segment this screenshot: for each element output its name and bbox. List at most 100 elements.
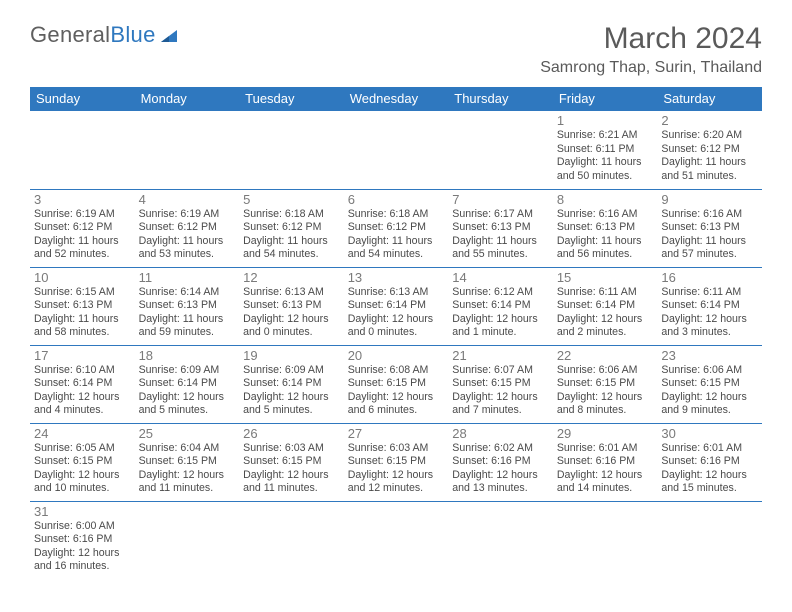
day-number: 13 [348,270,445,285]
sunrise-text: Sunrise: 6:11 AM [557,286,654,300]
calendar-cell [135,501,240,579]
sunrise-text: Sunrise: 6:01 AM [557,442,654,456]
sunrise-text: Sunrise: 6:08 AM [348,364,445,378]
calendar-cell: 10Sunrise: 6:15 AMSunset: 6:13 PMDayligh… [30,267,135,345]
daylight-text: Daylight: 12 hours and 0 minutes. [348,313,445,340]
day-number: 26 [243,426,340,441]
calendar-cell: 15Sunrise: 6:11 AMSunset: 6:14 PMDayligh… [553,267,658,345]
daylight-text: Daylight: 12 hours and 1 minute. [452,313,549,340]
daylight-text: Daylight: 11 hours and 52 minutes. [34,235,131,262]
day-info: Sunrise: 6:14 AMSunset: 6:13 PMDaylight:… [139,286,236,340]
calendar-cell: 28Sunrise: 6:02 AMSunset: 6:16 PMDayligh… [448,423,553,501]
day-info: Sunrise: 6:19 AMSunset: 6:12 PMDaylight:… [139,208,236,262]
sunrise-text: Sunrise: 6:06 AM [661,364,758,378]
sunrise-text: Sunrise: 6:01 AM [661,442,758,456]
day-number: 7 [452,192,549,207]
daylight-text: Daylight: 11 hours and 57 minutes. [661,235,758,262]
sunset-text: Sunset: 6:15 PM [34,455,131,469]
daylight-text: Daylight: 11 hours and 50 minutes. [557,156,654,183]
sunset-text: Sunset: 6:13 PM [34,299,131,313]
daylight-text: Daylight: 11 hours and 54 minutes. [348,235,445,262]
day-number: 27 [348,426,445,441]
day-info: Sunrise: 6:10 AMSunset: 6:14 PMDaylight:… [34,364,131,418]
day-label: Thursday [448,87,553,111]
sunrise-text: Sunrise: 6:16 AM [661,208,758,222]
location: Samrong Thap, Surin, Thailand [540,59,762,77]
daylight-text: Daylight: 12 hours and 4 minutes. [34,391,131,418]
sunset-text: Sunset: 6:13 PM [139,299,236,313]
day-number: 19 [243,348,340,363]
sunset-text: Sunset: 6:15 PM [557,377,654,391]
calendar-cell [553,501,658,579]
daylight-text: Daylight: 12 hours and 5 minutes. [139,391,236,418]
day-info: Sunrise: 6:03 AMSunset: 6:15 PMDaylight:… [243,442,340,496]
day-number: 1 [557,113,654,128]
day-info: Sunrise: 6:08 AMSunset: 6:15 PMDaylight:… [348,364,445,418]
calendar-cell: 25Sunrise: 6:04 AMSunset: 6:15 PMDayligh… [135,423,240,501]
sunset-text: Sunset: 6:14 PM [34,377,131,391]
sunrise-text: Sunrise: 6:19 AM [139,208,236,222]
calendar-cell [344,111,449,189]
day-info: Sunrise: 6:16 AMSunset: 6:13 PMDaylight:… [661,208,758,262]
calendar-cell: 17Sunrise: 6:10 AMSunset: 6:14 PMDayligh… [30,345,135,423]
sunset-text: Sunset: 6:14 PM [139,377,236,391]
calendar-week-row: 24Sunrise: 6:05 AMSunset: 6:15 PMDayligh… [30,423,762,501]
calendar-cell [239,501,344,579]
calendar-cell: 18Sunrise: 6:09 AMSunset: 6:14 PMDayligh… [135,345,240,423]
calendar-cell [448,501,553,579]
day-number: 2 [661,113,758,128]
sunrise-text: Sunrise: 6:06 AM [557,364,654,378]
calendar-cell: 31Sunrise: 6:00 AMSunset: 6:16 PMDayligh… [30,501,135,579]
daylight-text: Daylight: 12 hours and 9 minutes. [661,391,758,418]
day-info: Sunrise: 6:12 AMSunset: 6:14 PMDaylight:… [452,286,549,340]
calendar-cell: 6Sunrise: 6:18 AMSunset: 6:12 PMDaylight… [344,189,449,267]
calendar-week-row: 31Sunrise: 6:00 AMSunset: 6:16 PMDayligh… [30,501,762,579]
sunset-text: Sunset: 6:13 PM [243,299,340,313]
calendar-cell: 16Sunrise: 6:11 AMSunset: 6:14 PMDayligh… [657,267,762,345]
daylight-text: Daylight: 12 hours and 11 minutes. [139,469,236,496]
day-number: 30 [661,426,758,441]
day-number: 9 [661,192,758,207]
day-info: Sunrise: 6:21 AMSunset: 6:11 PMDaylight:… [557,129,654,183]
day-label: Saturday [657,87,762,111]
daylight-text: Daylight: 11 hours and 54 minutes. [243,235,340,262]
calendar-week-row: 10Sunrise: 6:15 AMSunset: 6:13 PMDayligh… [30,267,762,345]
daylight-text: Daylight: 12 hours and 11 minutes. [243,469,340,496]
page-header: GeneralBlue March 2024 Samrong Thap, Sur… [30,22,762,77]
day-label: Monday [135,87,240,111]
calendar-week-row: 1Sunrise: 6:21 AMSunset: 6:11 PMDaylight… [30,111,762,189]
day-info: Sunrise: 6:03 AMSunset: 6:15 PMDaylight:… [348,442,445,496]
daylight-text: Daylight: 12 hours and 6 minutes. [348,391,445,418]
sunrise-text: Sunrise: 6:00 AM [34,520,131,534]
calendar-week-row: 3Sunrise: 6:19 AMSunset: 6:12 PMDaylight… [30,189,762,267]
sunset-text: Sunset: 6:13 PM [452,221,549,235]
daylight-text: Daylight: 12 hours and 14 minutes. [557,469,654,496]
sunrise-text: Sunrise: 6:11 AM [661,286,758,300]
calendar-cell: 1Sunrise: 6:21 AMSunset: 6:11 PMDaylight… [553,111,658,189]
day-number: 5 [243,192,340,207]
calendar-cell: 22Sunrise: 6:06 AMSunset: 6:15 PMDayligh… [553,345,658,423]
day-number: 22 [557,348,654,363]
calendar-cell: 29Sunrise: 6:01 AMSunset: 6:16 PMDayligh… [553,423,658,501]
day-info: Sunrise: 6:17 AMSunset: 6:13 PMDaylight:… [452,208,549,262]
sunrise-text: Sunrise: 6:17 AM [452,208,549,222]
sunset-text: Sunset: 6:15 PM [452,377,549,391]
month-title: March 2024 [540,22,762,56]
sunrise-text: Sunrise: 6:09 AM [243,364,340,378]
sunset-text: Sunset: 6:15 PM [661,377,758,391]
day-label: Sunday [30,87,135,111]
logo: GeneralBlue [30,22,179,48]
calendar-week-row: 17Sunrise: 6:10 AMSunset: 6:14 PMDayligh… [30,345,762,423]
sunrise-text: Sunrise: 6:20 AM [661,129,758,143]
daylight-text: Daylight: 12 hours and 15 minutes. [661,469,758,496]
calendar-header-row: Sunday Monday Tuesday Wednesday Thursday… [30,87,762,111]
sunrise-text: Sunrise: 6:10 AM [34,364,131,378]
title-block: March 2024 Samrong Thap, Surin, Thailand [540,22,762,77]
day-number: 16 [661,270,758,285]
day-info: Sunrise: 6:09 AMSunset: 6:14 PMDaylight:… [139,364,236,418]
calendar-cell: 4Sunrise: 6:19 AMSunset: 6:12 PMDaylight… [135,189,240,267]
sunrise-text: Sunrise: 6:19 AM [34,208,131,222]
sunset-text: Sunset: 6:15 PM [139,455,236,469]
calendar-cell: 19Sunrise: 6:09 AMSunset: 6:14 PMDayligh… [239,345,344,423]
sunset-text: Sunset: 6:14 PM [243,377,340,391]
